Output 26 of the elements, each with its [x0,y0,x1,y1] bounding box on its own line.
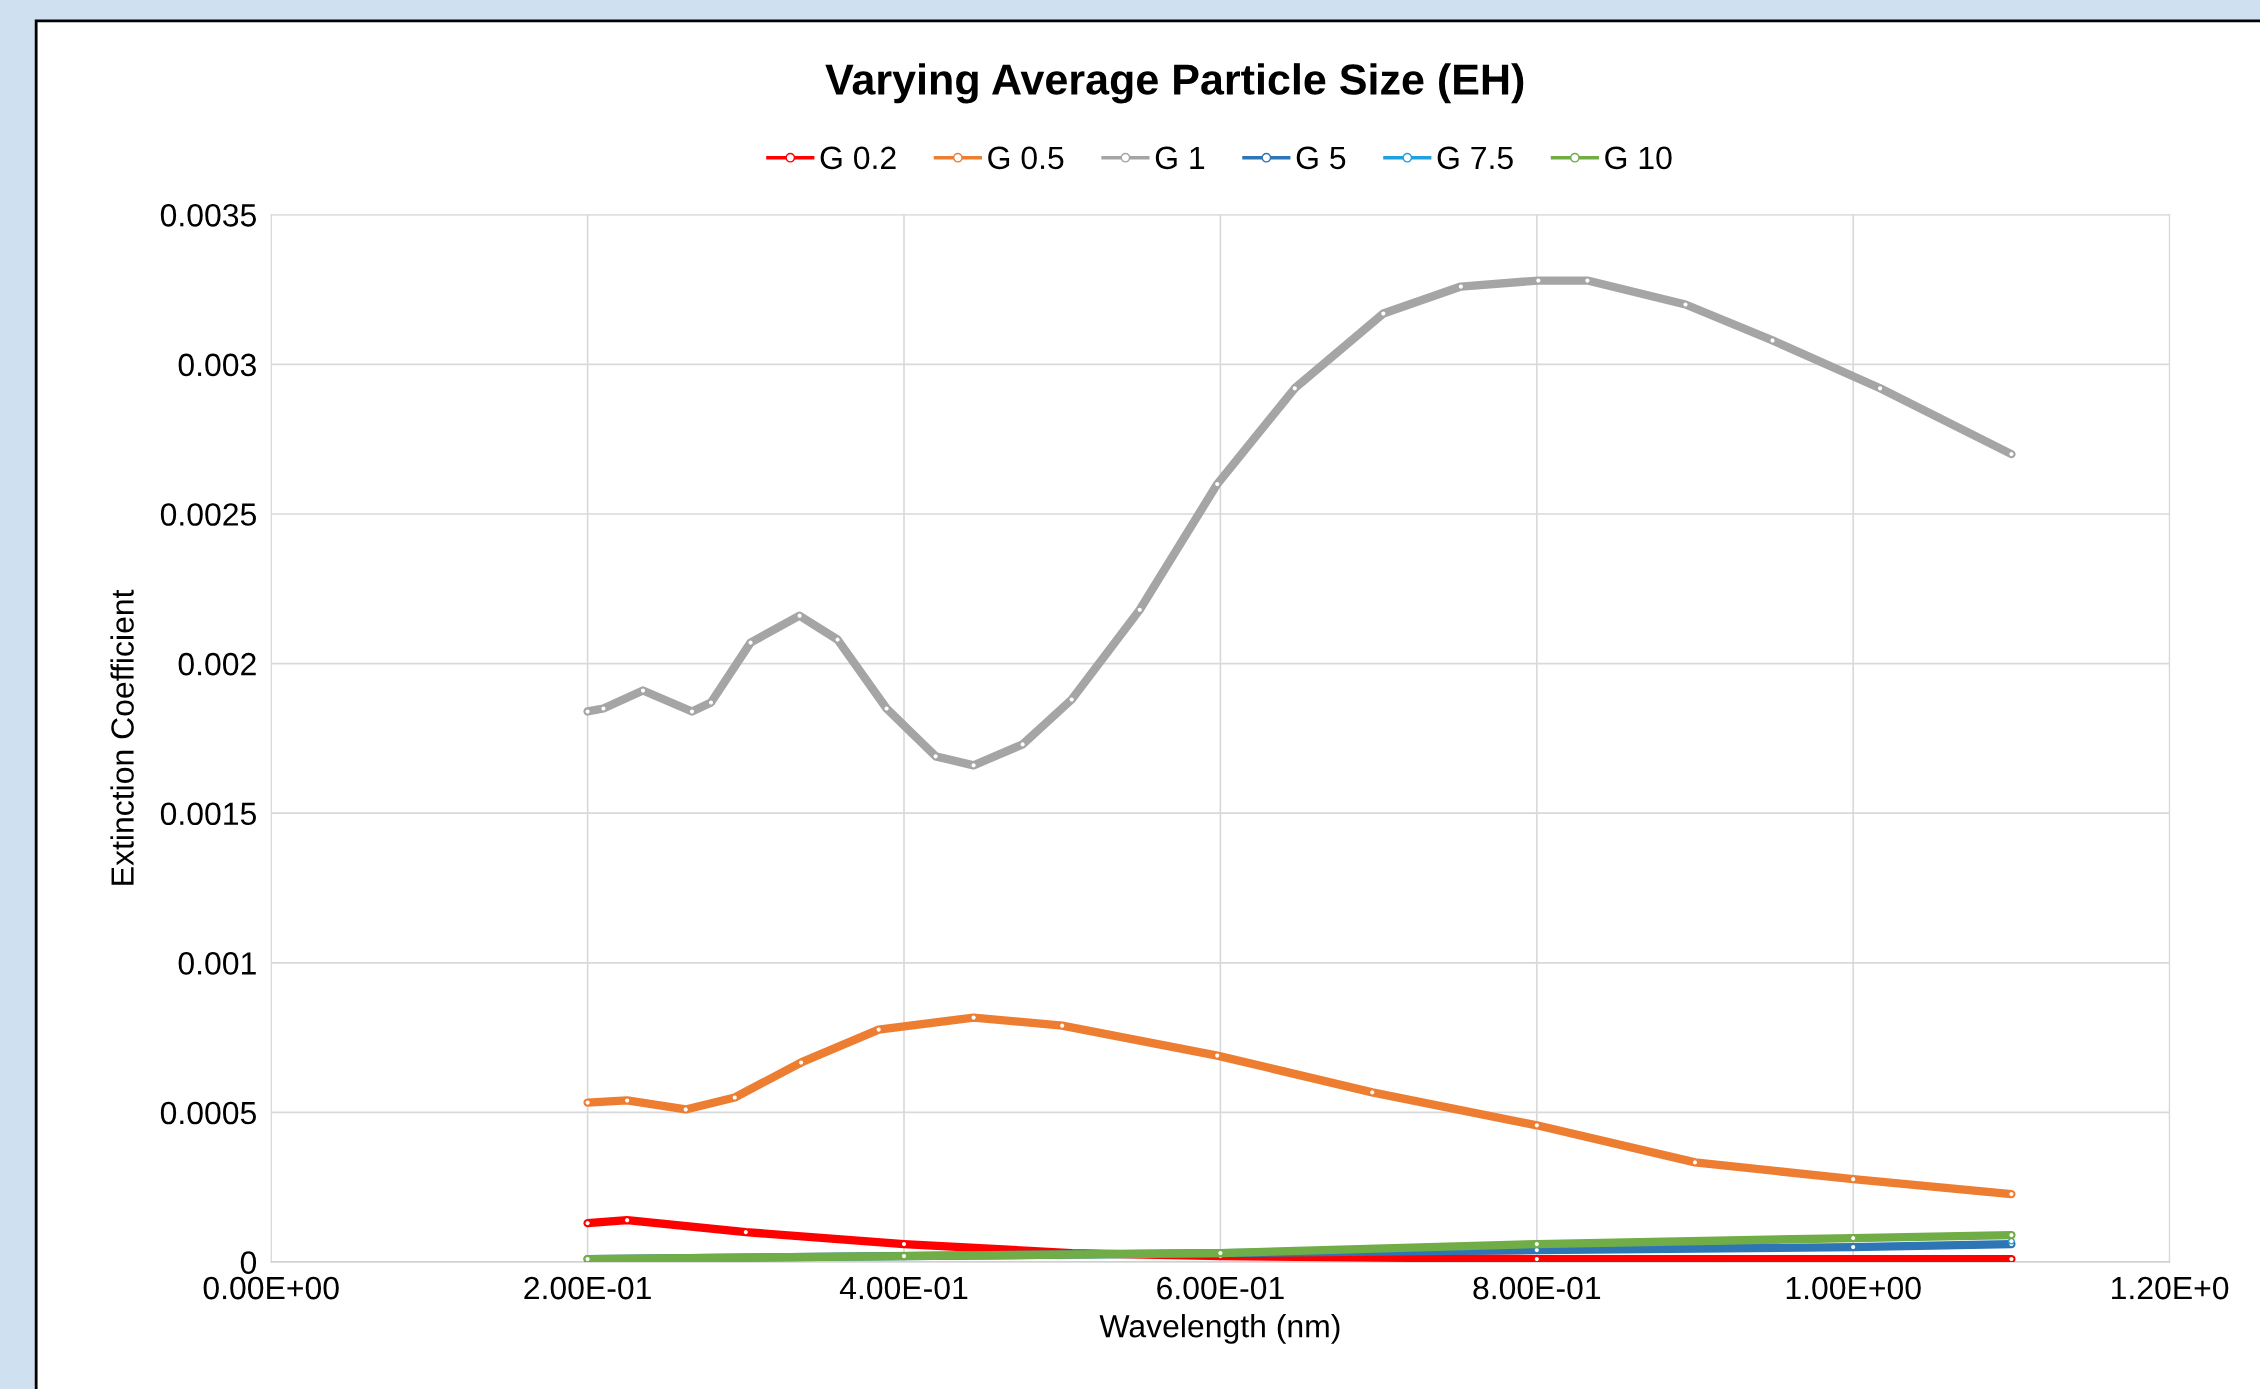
y-tick-label: 0.0015 [160,802,256,826]
y-axis-title: Extinction Coefficient [110,589,134,885]
x-axis-title: Wavelength (nm) [1099,1314,1340,1344]
x-tick-label: 6.00E-01 [1157,1276,1284,1300]
y-tick-label: 0.003 [178,353,256,377]
point [742,1228,750,1236]
y-tick-label: 0 [240,1251,257,1274]
chart-title: Varying Average Particle Size (EH) [825,63,1524,104]
y-tick-label: 0.0005 [160,1101,256,1125]
x-tick-label: 1.20E+0 [2112,1276,2229,1300]
x-tick-label: 8.00E-01 [1473,1276,1601,1300]
legend-label: G 7.5 [1437,146,1513,170]
point [1682,301,1689,308]
y-tick-label: 0.001 [178,952,256,975]
x-tick-label: 0.00E+00 [203,1276,339,1300]
legend-label: G 0.5 [988,146,1064,170]
y-tick-label: 0.0025 [160,503,256,526]
legend-label: G 0.2 [820,146,896,170]
legend-label: G 10 [1605,146,1672,170]
x-tick-label: 2.00E-01 [524,1276,651,1300]
legend-label: G 1 [1155,146,1205,170]
legend-label: G 5 [1296,146,1346,170]
x-tick-label: 1.00E+00 [1786,1276,1921,1300]
y-tick-label: 0.002 [178,652,256,676]
x-tick-label: 4.00E-01 [839,1276,968,1300]
y-tick-label: 0.0035 [160,204,256,227]
